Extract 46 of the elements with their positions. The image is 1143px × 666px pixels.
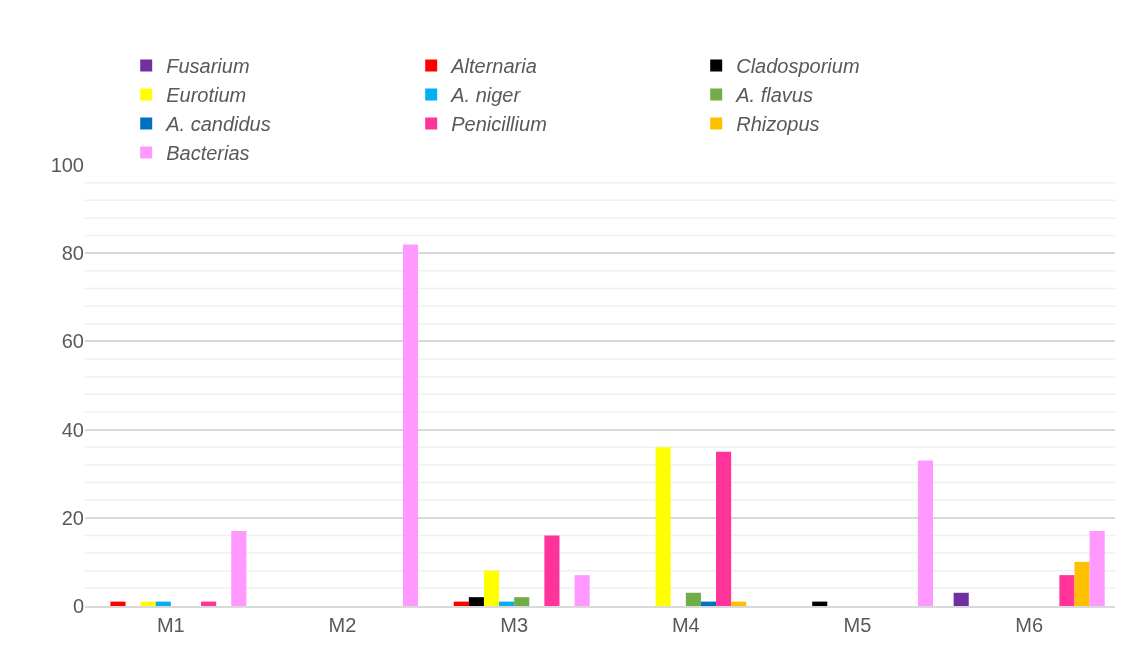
bar bbox=[514, 597, 530, 606]
bar bbox=[731, 601, 747, 606]
bar bbox=[110, 601, 126, 606]
legend-label: Penicillium bbox=[451, 113, 547, 136]
bar bbox=[155, 601, 171, 606]
bar bbox=[468, 597, 484, 606]
bar bbox=[453, 601, 469, 606]
bar bbox=[201, 601, 217, 606]
bar bbox=[1059, 575, 1075, 606]
x-tick-label: M4 bbox=[671, 614, 700, 636]
y-tick-label: 60 bbox=[61, 330, 84, 353]
legend-label: Eurotium bbox=[166, 84, 247, 107]
x-tick-label: M3 bbox=[500, 614, 529, 636]
bar bbox=[544, 535, 560, 606]
bar bbox=[574, 575, 590, 606]
y-tick-label: 40 bbox=[61, 418, 84, 441]
bar bbox=[685, 592, 701, 606]
legend-label: A. candidus bbox=[165, 113, 271, 136]
bar bbox=[812, 601, 828, 606]
x-tick-label: M6 bbox=[1015, 614, 1044, 636]
bar bbox=[1074, 561, 1090, 606]
y-tick-label: 20 bbox=[61, 506, 84, 529]
bar bbox=[402, 244, 419, 606]
x-tick-label: M2 bbox=[328, 614, 357, 636]
y-tick-label: 100 bbox=[50, 154, 84, 176]
bar bbox=[483, 570, 500, 606]
bar bbox=[953, 592, 969, 606]
legend-label: Alternaria bbox=[450, 55, 537, 78]
legend-label: Rhizopus bbox=[736, 113, 820, 136]
legend-label: Cladosporium bbox=[736, 55, 860, 78]
bar bbox=[140, 601, 156, 606]
bar bbox=[231, 531, 247, 606]
legend-label: Bacterias bbox=[166, 142, 250, 165]
bar bbox=[655, 447, 671, 606]
x-tick-label: M1 bbox=[156, 614, 185, 636]
bar bbox=[917, 460, 934, 606]
bar bbox=[1089, 531, 1105, 606]
x-tick-label: M5 bbox=[843, 614, 872, 636]
bar bbox=[499, 601, 515, 606]
bar bbox=[716, 451, 732, 606]
legend-label: A. niger bbox=[450, 84, 522, 107]
legend-label: A. flavus bbox=[735, 84, 813, 107]
bar bbox=[700, 601, 717, 606]
y-tick-label: 0 bbox=[72, 595, 84, 617]
legend-label: Fusarium bbox=[166, 55, 250, 78]
y-tick-label: 80 bbox=[61, 242, 84, 265]
